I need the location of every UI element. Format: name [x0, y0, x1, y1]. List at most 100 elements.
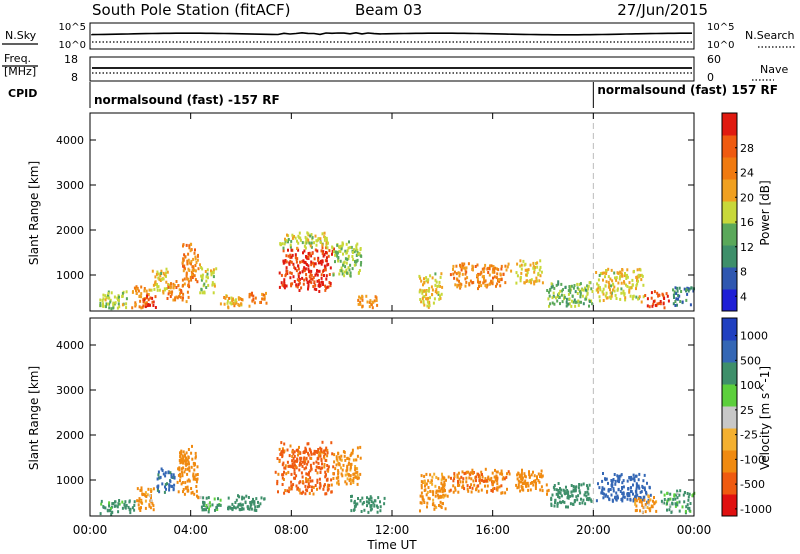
- data-pixel: [217, 503, 220, 507]
- data-pixel: [632, 294, 635, 298]
- data-pixel: [314, 273, 317, 277]
- data-pixel: [549, 302, 552, 306]
- data-blob: [515, 259, 544, 286]
- data-pixel: [317, 256, 320, 260]
- data-pixel: [465, 270, 468, 274]
- data-pixel: [172, 488, 175, 492]
- data-pixel: [306, 479, 309, 483]
- data-pixel: [687, 289, 690, 293]
- data-pixel: [639, 499, 642, 503]
- data-pixel: [139, 488, 142, 492]
- data-pixel: [278, 271, 281, 275]
- data-pixel: [563, 295, 566, 299]
- data-blob: [176, 444, 200, 500]
- data-pixel: [610, 291, 613, 295]
- data-pixel: [379, 500, 381, 504]
- y-tick-label: 4000: [56, 134, 84, 147]
- data-pixel: [203, 282, 206, 286]
- data-pixel: [609, 488, 612, 491]
- data-pixel: [353, 508, 355, 512]
- data-pixel: [325, 277, 328, 281]
- data-pixel: [240, 298, 243, 301]
- data-pixel: [676, 303, 678, 307]
- data-pixel: [346, 271, 349, 275]
- data-pixel: [535, 262, 537, 265]
- data-pixel: [611, 279, 614, 283]
- data-pixel: [254, 296, 257, 300]
- data-pixel: [265, 291, 267, 295]
- data-pixel: [558, 292, 560, 296]
- data-pixel: [108, 296, 111, 300]
- data-pixel: [678, 493, 681, 497]
- data-pixel: [151, 300, 154, 304]
- data-pixel: [504, 491, 507, 495]
- data-pixel: [422, 498, 425, 502]
- data-pixel: [603, 492, 605, 496]
- data-pixel: [234, 506, 237, 510]
- data-pixel: [173, 283, 176, 287]
- data-pixel: [134, 303, 137, 307]
- data-pixel: [629, 497, 632, 501]
- data-pixel: [189, 249, 192, 253]
- data-pixel: [351, 451, 354, 455]
- data-pixel: [249, 503, 252, 507]
- data-pixel: [370, 500, 373, 503]
- data-pixel: [296, 448, 299, 452]
- data-pixel: [296, 257, 299, 261]
- data-pixel: [435, 489, 438, 493]
- time-tick-label: 20:00: [576, 523, 611, 537]
- data-pixel: [368, 305, 371, 309]
- data-pixel: [290, 472, 293, 476]
- data-pixel: [156, 477, 159, 481]
- data-pixel: [339, 259, 342, 263]
- data-pixel: [452, 267, 454, 271]
- data-pixel: [637, 478, 640, 482]
- data-pixel: [529, 488, 532, 492]
- data-pixel: [183, 265, 186, 269]
- data-pixel: [495, 284, 497, 288]
- data-pixel: [298, 281, 301, 285]
- data-pixel: [346, 249, 349, 253]
- data-pixel: [490, 264, 493, 268]
- cpid-segment-1: normalsound (fast) -157 RF: [94, 93, 280, 107]
- data-pixel: [169, 479, 172, 483]
- data-pixel: [291, 233, 294, 237]
- data-pixel: [162, 472, 165, 476]
- data-pixel: [608, 295, 611, 299]
- data-pixel: [143, 289, 146, 293]
- data-pixel: [521, 468, 523, 472]
- data-pixel: [523, 472, 526, 476]
- data-pixel: [539, 259, 542, 263]
- data-pixel: [560, 501, 563, 505]
- freq-left-tick-bottom: 8: [71, 71, 78, 84]
- data-pixel: [309, 479, 312, 483]
- data-pixel: [655, 509, 658, 513]
- colorbar-swatch: [722, 318, 737, 341]
- data-pixel: [634, 509, 637, 513]
- velocity-ylabel: Slant Range [km]: [27, 366, 41, 470]
- data-pixel: [336, 251, 339, 255]
- data-pixel: [355, 502, 358, 506]
- data-pixel: [616, 479, 619, 483]
- data-blob: [199, 263, 218, 295]
- data-pixel: [365, 500, 368, 504]
- data-pixel: [326, 477, 329, 481]
- data-pixel: [454, 283, 457, 287]
- data-pixel: [475, 475, 478, 479]
- data-pixel: [588, 281, 591, 285]
- colorbar-swatch: [722, 472, 737, 495]
- colorbar-swatch: [722, 267, 737, 290]
- data-pixel: [634, 500, 637, 504]
- data-pixel: [142, 298, 145, 302]
- data-pixel: [315, 272, 318, 276]
- data-pixel: [425, 482, 428, 486]
- data-pixel: [320, 262, 323, 266]
- data-pixel: [663, 306, 666, 310]
- data-pixel: [296, 278, 299, 282]
- data-pixel: [109, 300, 112, 304]
- data-pixel: [672, 497, 675, 501]
- data-pixel: [501, 491, 504, 495]
- data-pixel: [100, 502, 103, 506]
- data-pixel: [674, 300, 677, 303]
- data-pixel: [317, 269, 320, 273]
